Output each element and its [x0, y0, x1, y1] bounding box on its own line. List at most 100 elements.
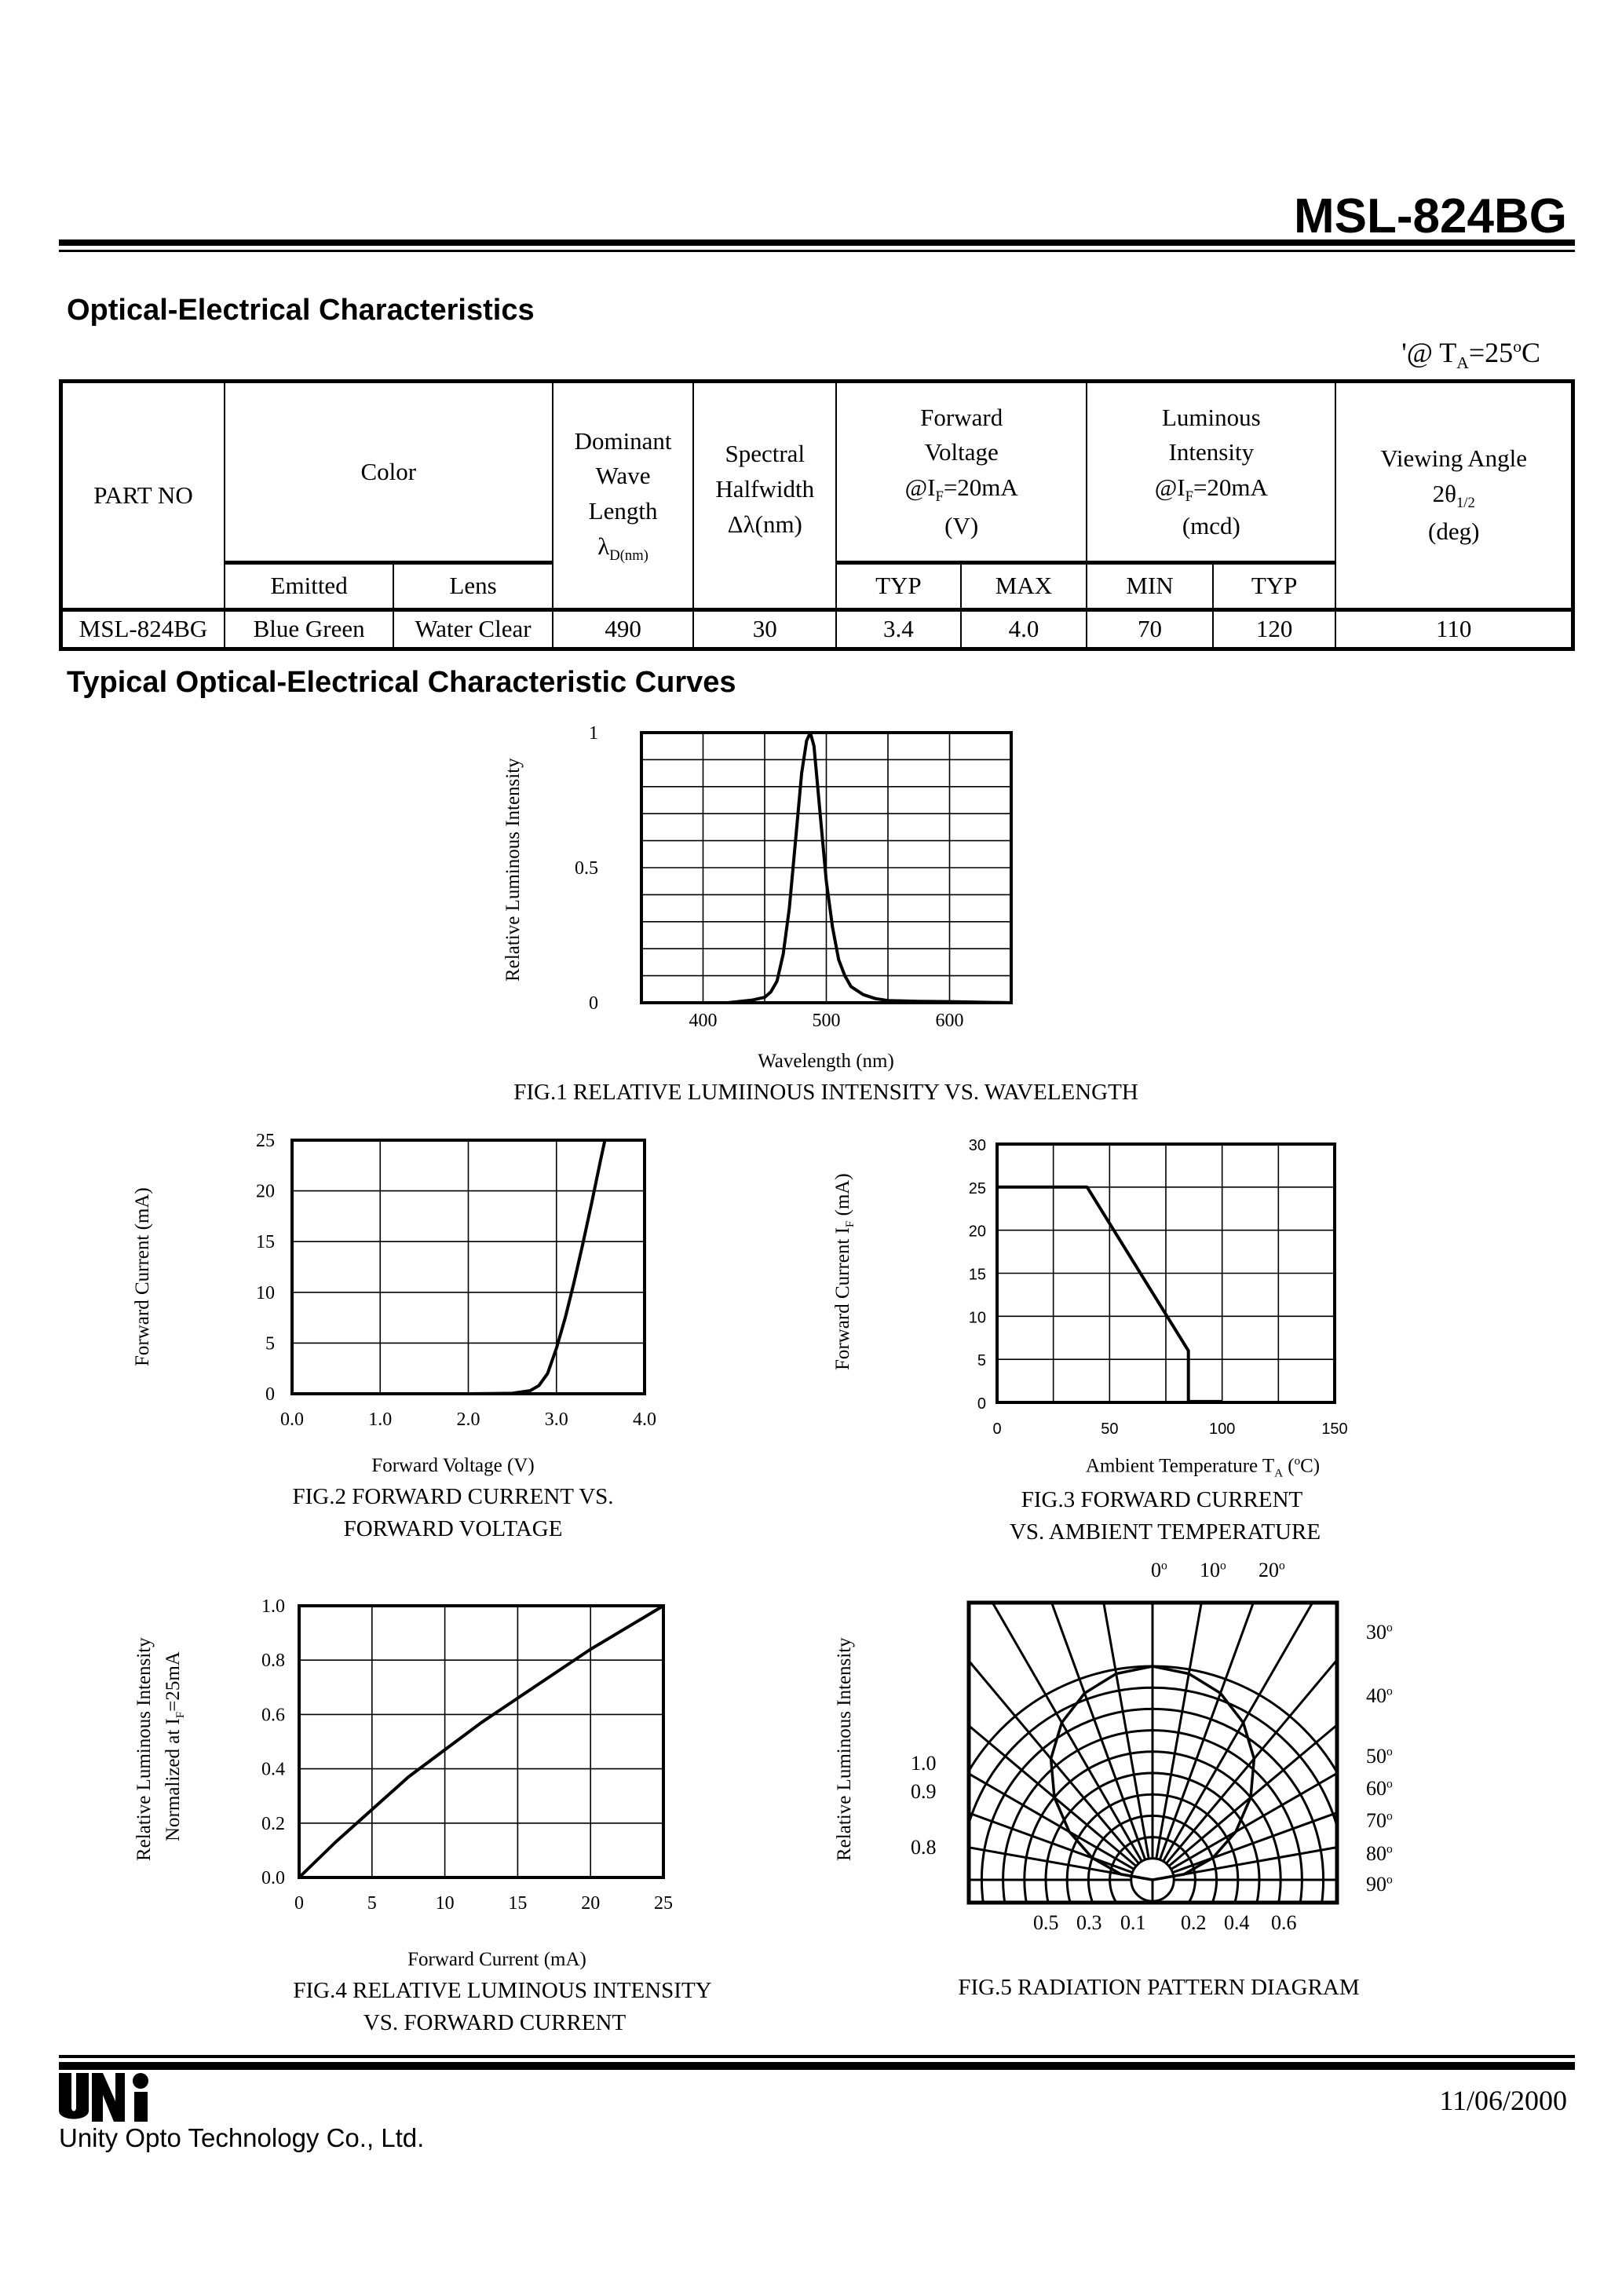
fig2-ylabel: Forward Current (mA) [132, 1187, 153, 1366]
x-tick-label: 10 [436, 1893, 455, 1914]
y-tick-label: 0 [265, 1384, 275, 1405]
x-tick-label: 0 [294, 1893, 304, 1914]
fig2-xlabel: Forward Voltage (V) [371, 1455, 535, 1476]
y-tick-label: 20 [969, 1223, 986, 1241]
characteristics-table: PART NO Color Dominant Wave Length λD(nm) S… [59, 379, 1575, 651]
fig4-caption-line2: VS. FORWARD CURRENT [363, 2010, 627, 2035]
plot-frame [966, 1600, 1339, 1905]
x-tick-label: 150 [1321, 1420, 1347, 1438]
y-tick-label: 10 [256, 1283, 275, 1303]
scale-label: 0.5 [1033, 1911, 1059, 1934]
fig5-ylabel: Relative Luminous Intensity [834, 1637, 855, 1861]
fig2-caption-line1: FIG.2 FORWARD CURRENT VS. [292, 1484, 614, 1509]
scale-label: 0.6 [1271, 1911, 1297, 1934]
polar-radial-line [969, 1772, 1135, 1870]
x-tick-label: 2.0 [457, 1409, 480, 1430]
intensity-label: 1.0 [911, 1752, 937, 1775]
header-color: Color [223, 380, 553, 565]
polar-radial-line [1158, 1603, 1255, 1860]
angle-label: 20o [1259, 1559, 1285, 1581]
table-row: MSL-824BG Blue Green Water Clear 490 30 … [60, 608, 1574, 650]
y-tick-label: 1 [589, 723, 598, 744]
polar-grid [969, 1603, 1337, 1903]
fig1-caption: FIG.1 RELATIVE LUMIINOUS INTENSITY VS. W… [513, 1080, 1138, 1105]
angle-label: 80o [1366, 1842, 1393, 1865]
cell-vf-typ: 3.4 [835, 608, 962, 650]
header-spectral: Spectral Halfwidth Δλ(nm) [692, 380, 838, 611]
x-tick-label: 500 [813, 1011, 841, 1031]
x-tick-label: 20 [581, 1893, 600, 1914]
polar-radial-line [1155, 1603, 1203, 1859]
angle-label: 90o [1366, 1873, 1393, 1896]
polar-radial-line [1162, 1603, 1314, 1863]
fig1-xlabel: Wavelength (nm) [758, 1051, 894, 1072]
test-condition: '@ TA=25oC [1401, 337, 1540, 373]
x-tick-label: 0.0 [280, 1409, 304, 1430]
x-tick-label: 3.0 [545, 1409, 568, 1430]
document-date: 11/06/2000 [1439, 2085, 1567, 2116]
header-iv-typ: TYP [1211, 561, 1337, 611]
fig4-ylabel: Relative Luminous Intensity [133, 1637, 155, 1861]
polar-radial-line [969, 1658, 1140, 1865]
header-rule-thin [59, 250, 1575, 252]
x-tick-label: 400 [689, 1011, 718, 1031]
x-tick-label: 1.0 [368, 1409, 392, 1430]
polar-radial-line [969, 1812, 1133, 1874]
fig1-ylabel: Relative Luminous Intensity [502, 758, 524, 982]
y-tick-label: 10 [969, 1309, 986, 1326]
scale-label: 0.3 [1076, 1911, 1102, 1934]
polar-radial-line [1050, 1603, 1147, 1860]
polar-radial-line [1167, 1723, 1337, 1867]
x-tick-label: 100 [1209, 1420, 1235, 1438]
fig4-xlabel: Forward Current (mA) [407, 1949, 586, 1970]
y-tick-label: 1.0 [261, 1596, 285, 1617]
angle-label: 40o [1366, 1684, 1393, 1707]
polar-radial-line [969, 1724, 1138, 1867]
x-tick-label: 25 [654, 1893, 673, 1914]
fig4-caption-line1: FIG.4 RELATIVE LUMINOUS INTENSITY [293, 1978, 712, 2003]
fig3-chart: 0 50 100 150 0 5 10 15 20 25 30 [969, 1137, 1348, 1438]
uni-logo-icon [59, 2073, 148, 2122]
y-tick-label: 30 [969, 1137, 986, 1154]
header-rule [59, 239, 1575, 246]
part-title: MSL-824BG [1294, 189, 1567, 243]
fig2-chart: 0.0 1.0 2.0 3.0 4.0 0 5 10 15 20 25 [256, 1131, 656, 1430]
scale-label: 0.2 [1181, 1911, 1207, 1934]
header-viewing-angle: Viewing Angle 2θ1/2 (deg) [1335, 380, 1574, 611]
x-tick-label: 5 [367, 1893, 377, 1914]
intensity-label: 0.8 [911, 1836, 937, 1859]
fig1-chart: 400 500 600 0 0.5 1 [575, 723, 1013, 1031]
angle-label: 10o [1200, 1559, 1226, 1581]
angle-label: 0o [1151, 1559, 1167, 1581]
x-tick-label: 0 [992, 1420, 1001, 1438]
cell-iv-min: 70 [1086, 608, 1214, 650]
header-vf-typ: TYP [835, 561, 962, 611]
polar-radial-line [1102, 1603, 1150, 1859]
y-tick-label: 5 [977, 1352, 986, 1369]
header-vf-max: MAX [959, 561, 1088, 611]
fig4-ylabel2: Normalized at IF=25mA [163, 1651, 187, 1841]
y-tick-label: 0.4 [261, 1760, 285, 1780]
y-tick-label: 20 [256, 1182, 275, 1202]
y-tick-label: 0 [977, 1395, 986, 1413]
x-tick-label: 600 [936, 1011, 964, 1031]
polar-radial-line [969, 1846, 1132, 1877]
y-tick-label: 15 [969, 1267, 986, 1284]
plot-frame [995, 1143, 1336, 1404]
data-series-line [298, 1604, 665, 1879]
header-dominant: Dominant Wave Length λD(nm) [551, 380, 695, 611]
angle-label: 50o [1366, 1745, 1393, 1768]
fig5-caption: FIG.5 RADIATION PATTERN DIAGRAM [958, 1975, 1360, 2000]
footer-rule-thin [59, 2055, 1575, 2058]
y-tick-label: 25 [969, 1180, 986, 1197]
plot-frame [298, 1604, 665, 1879]
angle-label: 30o [1366, 1621, 1393, 1643]
polar-radial-line [1170, 1771, 1337, 1870]
plot-frame [640, 731, 1013, 1004]
y-tick-label: 0.6 [261, 1705, 285, 1725]
cell-vf-max: 4.0 [959, 608, 1088, 650]
polar-radial-line [1172, 1811, 1337, 1874]
fig3-ylabel: Forward Current IF (mA) [832, 1173, 857, 1370]
y-tick-label: 5 [265, 1333, 275, 1354]
cell-part: MSL-824BG [60, 608, 225, 650]
